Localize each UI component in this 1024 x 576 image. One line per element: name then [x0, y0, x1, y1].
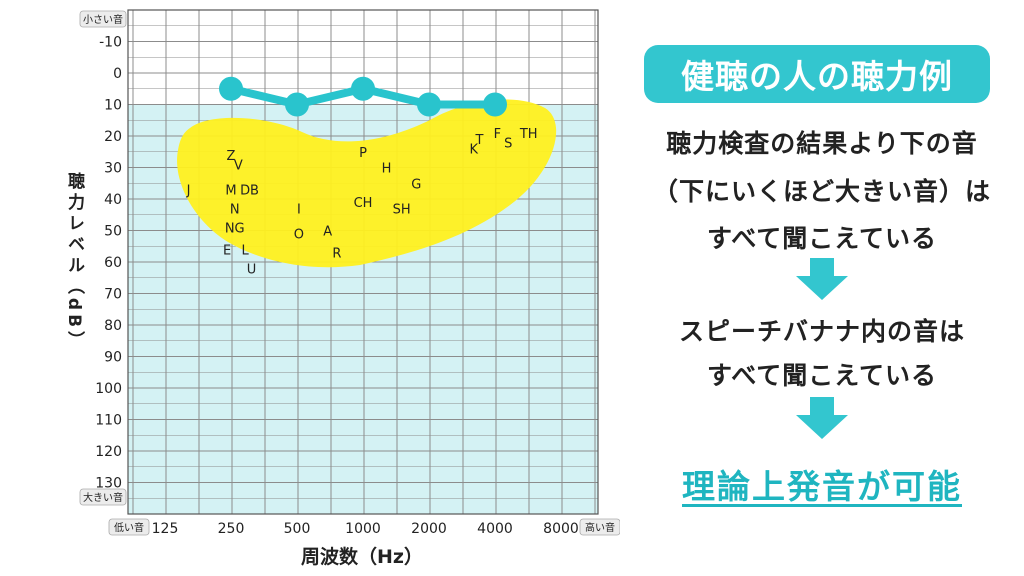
- x-axis-label: 周波数（Hz）: [301, 545, 423, 568]
- y-tick-label: 30: [104, 161, 122, 177]
- y-tick-label: 20: [104, 129, 122, 145]
- x-tick-label: 125: [152, 521, 179, 537]
- series-point: [219, 76, 243, 101]
- x-tick-label: 2000: [411, 521, 447, 537]
- banana-letter: D: [240, 184, 250, 199]
- audiogram-chart: ZV J M D BN NG E LU IO AR PH G CH SH KT FS TH -10 0 10 20 30…: [64, 9, 620, 568]
- x-tick-label: 250: [218, 521, 245, 537]
- banana-letter: P: [359, 146, 367, 161]
- top-tag: 小さい音: [79, 10, 127, 28]
- left-tag: 低い音: [108, 518, 150, 536]
- banana-letter: K: [469, 143, 478, 158]
- y-tick-label: 50: [104, 224, 122, 240]
- banana-letter: E: [223, 243, 231, 258]
- y-tick-label: 40: [104, 192, 122, 208]
- y-tick-label: 60: [104, 255, 122, 271]
- x-tick-label: 1000: [345, 521, 381, 537]
- banana-letter: H: [382, 162, 392, 177]
- banana-letter: S: [504, 136, 512, 151]
- hearing-series: [219, 76, 507, 117]
- y-tick-label: 100: [95, 381, 122, 397]
- banana-letter: N: [230, 202, 240, 217]
- left-label: 低い音: [114, 521, 144, 534]
- series-point: [417, 92, 441, 117]
- bottom-label: 大きい音: [83, 491, 123, 504]
- banana-letter: F: [494, 127, 501, 142]
- y-tick-label: -10: [99, 35, 122, 51]
- y-tick-label: 120: [95, 444, 122, 460]
- banana-letter: U: [247, 262, 257, 277]
- x-tick-labels: 125 250 500 1000 2000 4000 8000: [152, 521, 579, 537]
- text1-line3: すべて聞こえている: [706, 224, 937, 253]
- bottom-tag: 大きい音: [79, 488, 127, 506]
- y-tick-label: 80: [104, 318, 122, 334]
- banana-letter: L: [242, 243, 250, 258]
- banana-letters: ZV J M D BN NG E LU IO AR PH G CH SH KT FS TH: [186, 127, 538, 277]
- plot-border: [127, 9, 599, 515]
- banana-letter: T: [475, 133, 484, 148]
- conclusion-text: 理論上発音が可能: [682, 467, 962, 506]
- top-label: 小さい音: [83, 13, 123, 26]
- explanation-panel: 健聴の人の聴力例 聴力検査の結果より下の音 （下にいくほど大きい音）は すべて聞…: [620, 0, 1024, 576]
- banana-letter: G: [411, 177, 421, 192]
- arrow-down-icon: [796, 258, 848, 300]
- y-tick-label: 90: [104, 350, 122, 366]
- banana-letter: NG: [225, 221, 245, 236]
- y-tick-label: 0: [113, 66, 122, 82]
- speech-banana: [177, 99, 557, 268]
- text2-line2: すべて聞こえている: [706, 361, 937, 390]
- banana-letter: TH: [519, 127, 538, 142]
- banana-letter: M: [225, 184, 236, 199]
- text1-line2: （下にいくほど大きい音）は: [652, 177, 991, 206]
- y-tick-label: 10: [104, 98, 122, 114]
- text2-line1: スピーチバナナ内の音は: [678, 317, 965, 346]
- banana-letter: B: [250, 184, 259, 199]
- right-tag: 高い音: [579, 518, 620, 536]
- text1-line1: 聴力検査の結果より下の音: [666, 129, 978, 158]
- panel-title: 健聴の人の聴力例: [644, 45, 990, 103]
- series-point: [483, 92, 507, 117]
- x-tick-label: 4000: [477, 521, 513, 537]
- y-tick-label: 70: [104, 287, 122, 303]
- banana-letter: V: [234, 158, 243, 173]
- banana-letter: Z: [227, 149, 236, 164]
- arrow-down-icon-2: [796, 397, 848, 439]
- right-label: 高い音: [585, 521, 615, 534]
- banana-letter: R: [332, 247, 341, 262]
- y-tick-label: 110: [95, 413, 122, 429]
- banana-letter: A: [323, 225, 332, 240]
- banana-letter: I: [297, 202, 301, 217]
- banana-letter: CH: [354, 196, 373, 211]
- banana-letter: O: [294, 228, 304, 243]
- y-tick-labels: -10 0 10 20 30 40 50 60 70 80 90 100 110 120 130: [95, 35, 122, 492]
- y-tick-label: 130: [95, 476, 122, 492]
- series-point: [351, 76, 375, 101]
- series-point: [285, 92, 309, 117]
- banana-letter: J: [186, 184, 191, 199]
- banana-letter: SH: [393, 202, 411, 217]
- x-tick-label: 8000: [543, 521, 579, 537]
- x-tick-label: 500: [284, 521, 311, 537]
- y-axis-label: 聴力レベル（dB）: [64, 172, 85, 352]
